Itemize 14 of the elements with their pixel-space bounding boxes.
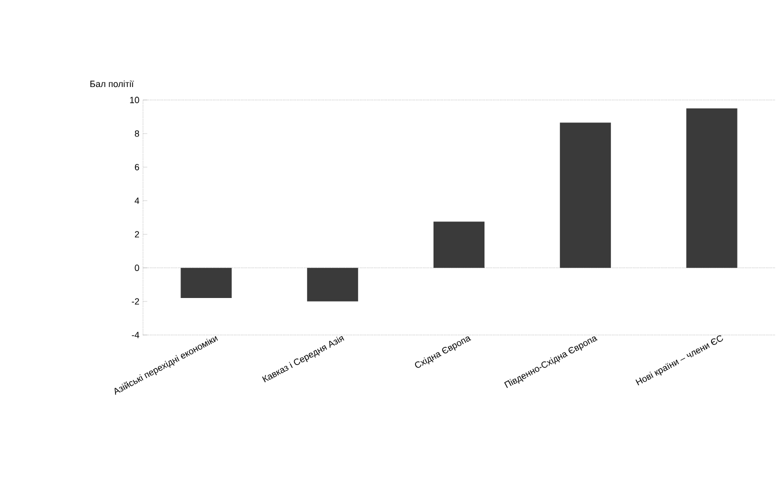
y-tick-label: 2 — [134, 231, 140, 238]
bar — [180, 268, 232, 298]
bar — [686, 108, 738, 268]
bar — [434, 222, 484, 268]
y-tick-label: -2 — [132, 298, 140, 305]
y-tick-label: 4 — [134, 198, 140, 204]
y-tick-label: 8 — [134, 130, 140, 137]
y-tick-label: 0 — [134, 264, 140, 272]
y-tick-label: -4 — [132, 332, 140, 338]
bar — [307, 268, 358, 302]
bar — [560, 122, 611, 268]
y-tick-label: 10 — [130, 96, 140, 104]
y-tick-label: 6 — [134, 164, 140, 170]
y-axis-title: Бал політії — [90, 80, 134, 88]
